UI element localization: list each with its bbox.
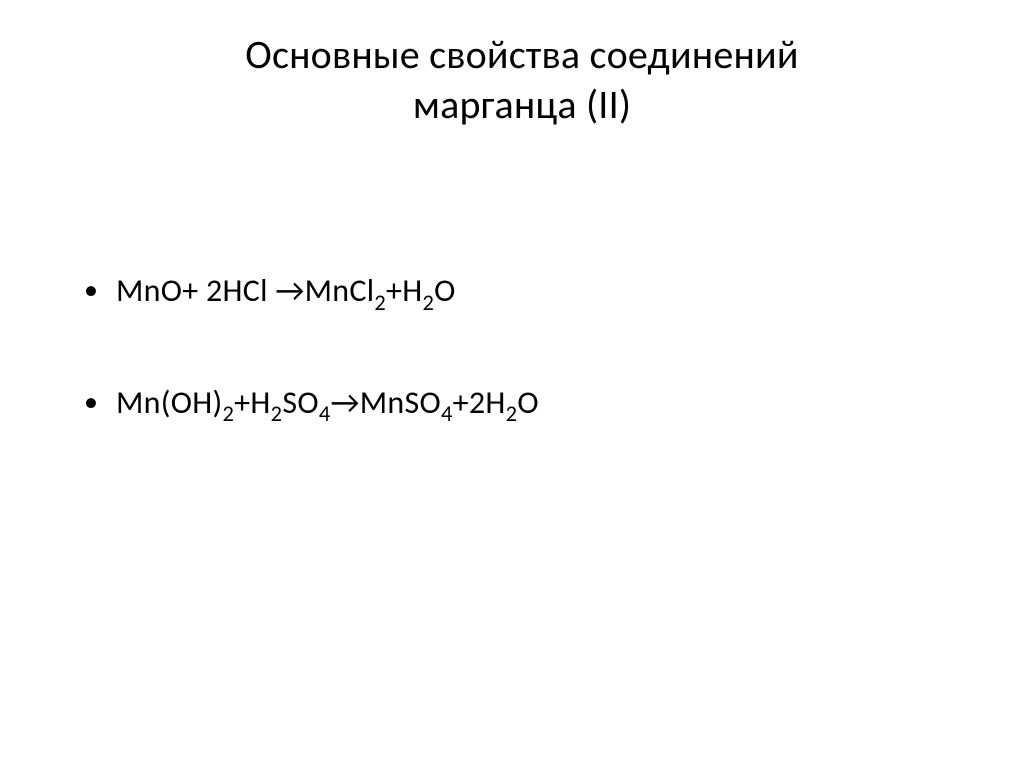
subscript: 4: [319, 401, 331, 428]
formula-text: →MnSO: [330, 383, 441, 422]
subscript: 2: [423, 290, 435, 317]
subscript: 2: [506, 401, 518, 428]
slide-body: MnO+ 2HCl →MnCl2+H2O Mn(OH)2+H2SO4→MnSO4…: [80, 270, 964, 727]
formula-text: +H: [234, 383, 270, 422]
formula-text: MnO+ 2HCl →MnCl: [116, 271, 374, 310]
bullet-list: MnO+ 2HCl →MnCl2+H2O Mn(OH)2+H2SO4→MnSO4…: [80, 270, 964, 423]
slide-title: Основные свойства соединений марганца (I…: [80, 30, 964, 130]
title-line-1: Основные свойства соединений: [245, 30, 798, 79]
formula-text: +H: [386, 271, 422, 310]
formula-text: Mn(OH): [116, 383, 223, 422]
formula-text: SO: [282, 383, 319, 422]
bullet-item: MnO+ 2HCl →MnCl2+H2O: [80, 270, 964, 312]
subscript: 4: [441, 401, 453, 428]
bullet-item: Mn(OH)2+H2SO4→MnSO4+2H2O: [80, 382, 964, 424]
slide: Основные свойства соединений марганца (I…: [0, 0, 1024, 767]
formula-text: O: [434, 271, 456, 310]
subscript: 2: [223, 401, 235, 428]
formula-text: +2H: [453, 383, 506, 422]
subscript: 2: [374, 290, 386, 317]
formula-text: O: [517, 383, 539, 422]
subscript: 2: [271, 401, 283, 428]
title-line-2: марганца (II): [413, 80, 631, 129]
